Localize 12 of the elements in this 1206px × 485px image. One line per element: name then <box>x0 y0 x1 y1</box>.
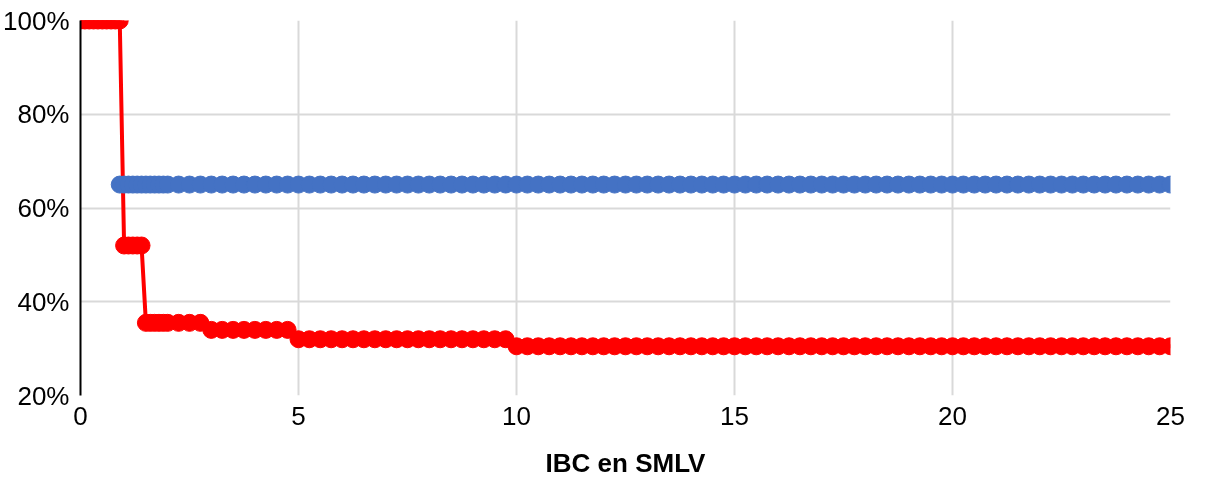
x-tick-label: 5 <box>291 400 306 431</box>
y-tick-label: 100% <box>3 5 70 36</box>
x-tick-label: 10 <box>502 400 531 431</box>
y-tick-label: 20% <box>17 380 70 411</box>
y-tick-label: 60% <box>17 193 70 223</box>
y-tick-label: 40% <box>17 286 70 317</box>
x-axis-title: IBC en SMLV <box>545 447 707 478</box>
x-tick-label: 25 <box>1156 400 1185 431</box>
x-tick-label: 15 <box>720 400 749 431</box>
x-tick-label: 20 <box>938 400 967 431</box>
y-tick-label: 80% <box>17 99 70 130</box>
x-tick-label: 0 <box>73 400 88 431</box>
